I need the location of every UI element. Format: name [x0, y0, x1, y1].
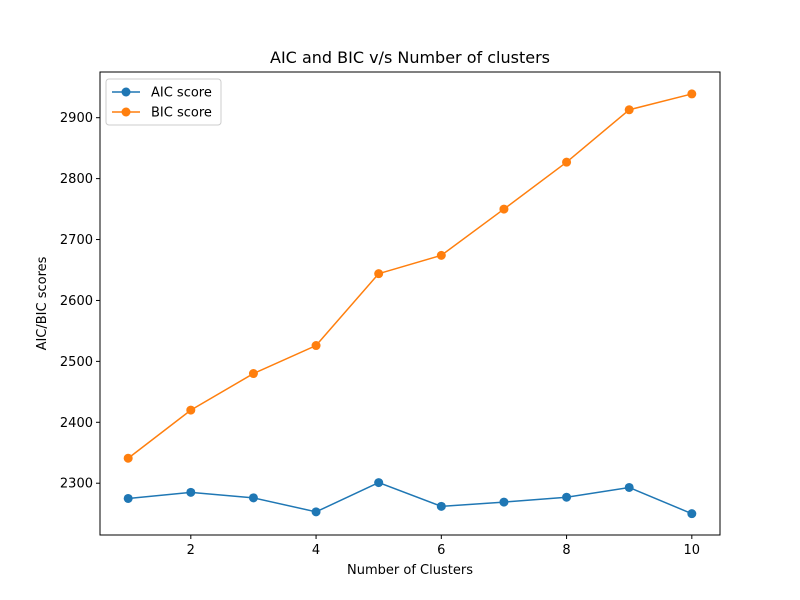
plot-area	[123, 89, 697, 519]
bic-score-point	[311, 341, 321, 351]
legend-box	[105, 78, 222, 126]
x-tick-label: 6	[437, 543, 445, 558]
aic-score-point	[436, 501, 446, 511]
y-tick-label: 2800	[60, 172, 93, 187]
bic-score-line	[127, 93, 693, 459]
aic-score-point	[374, 478, 384, 488]
bic-score-point	[624, 105, 634, 115]
x-axis-label: Number of Clusters	[347, 563, 473, 578]
legend-entry-label: BIC score	[151, 106, 212, 121]
aic-score-point	[123, 493, 133, 503]
y-tick-label: 2400	[60, 416, 93, 431]
legend-marker	[121, 107, 131, 117]
bic-score-point	[248, 369, 258, 379]
aic-score-point	[499, 497, 509, 507]
bic-score-point	[123, 453, 133, 463]
legend-marker	[121, 87, 131, 97]
aic-score-point	[248, 493, 258, 503]
bic-score-point	[374, 269, 384, 279]
aic-score-point	[687, 509, 697, 519]
legend-entry-label: AIC score	[151, 86, 212, 101]
chart-title: AIC and BIC v/s Number of clusters	[270, 48, 550, 67]
y-tick-label: 2900	[60, 111, 93, 126]
aic-score-point	[562, 492, 572, 502]
aic-score-point	[311, 507, 321, 517]
bic-score-point	[687, 89, 697, 99]
x-tick-label: 8	[562, 543, 570, 558]
y-tick-label: 2700	[60, 233, 93, 248]
bic-score-point	[562, 157, 572, 167]
aic-score-line	[128, 481, 693, 515]
x-tick-label: 2	[187, 543, 195, 558]
bic-score-point	[436, 250, 446, 260]
bic-score-point	[186, 405, 196, 415]
y-axis: 2300 2400 2500 2600 2700 2800 2900	[60, 111, 100, 492]
y-tick-label: 2300	[60, 477, 93, 492]
x-tick-label: 10	[684, 543, 701, 558]
legend: AIC score BIC score	[105, 78, 222, 126]
aic-score-point	[624, 482, 634, 492]
bic-score-point	[499, 204, 509, 214]
aic-score-point	[186, 487, 196, 497]
y-axis-label: AIC/BIC scores	[35, 256, 50, 350]
y-tick-label: 2600	[60, 294, 93, 309]
plot-frame	[99, 71, 721, 536]
y-tick-label: 2500	[60, 355, 93, 370]
x-tick-label: 4	[312, 543, 320, 558]
x-axis: 2 4 6 8 10	[187, 535, 700, 558]
